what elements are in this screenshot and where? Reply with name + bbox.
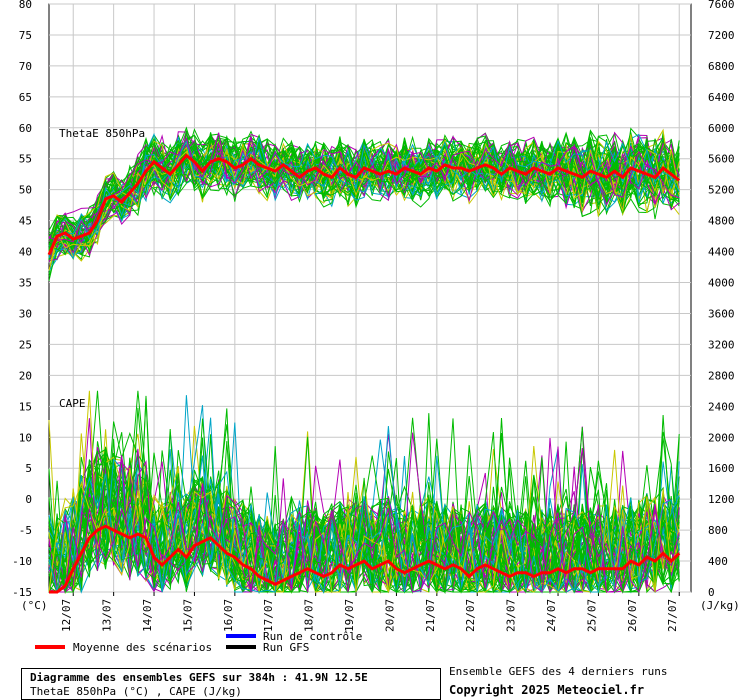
x-tick-label: 25/07: [585, 599, 598, 632]
right-tick-label: 400: [708, 555, 728, 568]
left-tick-label: 60: [19, 122, 32, 135]
left-tick-label: 45: [19, 215, 32, 228]
x-tick-label: 21/07: [424, 599, 437, 632]
x-tick-label: 15/07: [181, 599, 194, 632]
left-tick-label: 80: [19, 0, 32, 11]
panel-label-thetae: ThetaE 850hPa: [59, 127, 145, 140]
x-tick-label: 18/07: [303, 599, 316, 632]
right-tick-label: 0: [708, 586, 715, 599]
mean-line-cape: [49, 524, 681, 594]
left-tick-label: 25: [19, 338, 32, 351]
member-line-thetae: [48, 147, 680, 271]
right-tick-label: 1200: [708, 493, 735, 506]
x-tick-label: 13/07: [101, 599, 114, 632]
x-tick-label: 23/07: [505, 599, 518, 632]
member-line-thetae: [48, 144, 680, 271]
member-line-cape: [49, 463, 680, 593]
right-tick-label: 4800: [708, 215, 735, 228]
copyright: Copyright 2025 Meteociel.fr: [449, 683, 645, 697]
x-tick-label: 27/07: [666, 599, 679, 632]
member-line-thetae: [48, 137, 680, 259]
right-tick-label: 2800: [708, 369, 735, 382]
x-tick-label: 22/07: [464, 599, 477, 632]
right-tick-label: 4000: [708, 277, 735, 290]
member-line-cape: [48, 418, 680, 594]
left-tick-label: 15: [19, 400, 32, 413]
right-tick-label: 7600: [708, 0, 735, 11]
left-tick-label: 5: [25, 462, 32, 475]
member-line-cape: [48, 481, 680, 593]
legend-swatch-mean: [35, 645, 65, 649]
left-tick-label: 10: [19, 431, 32, 444]
left-tick-label: 75: [19, 29, 32, 42]
right-axis-unit: (J/kg): [700, 599, 740, 612]
mean-lines: [47, 153, 681, 594]
left-tick-label: 55: [19, 153, 32, 166]
member-line-cape: [48, 407, 680, 594]
right-tick-label: 2000: [708, 431, 735, 444]
x-tick-label: 19/07: [343, 599, 356, 632]
x-tick-label: 16/07: [222, 599, 235, 632]
member-line-thetae: [48, 145, 680, 262]
x-tick-label: 12/07: [60, 599, 73, 632]
chart-title: Diagramme des ensembles GEFS sur 384h : …: [30, 671, 368, 684]
mean-line-thetae: [47, 153, 681, 256]
x-tick-label: 20/07: [383, 599, 396, 632]
right-axis: 7600720068006400600056005200480044004000…: [708, 0, 735, 599]
left-tick-label: -10: [12, 555, 32, 568]
x-tick-label: 17/07: [262, 599, 275, 632]
info-box: Diagramme des ensembles GEFS sur 384h : …: [21, 668, 441, 700]
ensemble-note: Ensemble GEFS des 4 derniers runs: [449, 665, 668, 678]
ensemble-members: [48, 126, 680, 594]
left-tick-label: 50: [19, 184, 32, 197]
left-tick-label: 0: [25, 493, 32, 506]
right-tick-label: 4400: [708, 246, 735, 259]
right-tick-label: 7200: [708, 29, 735, 42]
legend-label-control: Run de contrôle: [263, 630, 363, 643]
x-tick-label: 24/07: [545, 599, 558, 632]
legend-label-mean: Moyenne des scénarios: [73, 641, 213, 654]
right-tick-label: 1600: [708, 462, 735, 475]
chart-subtitle: ThetaE 850hPa (°C) , CAPE (J/kg): [30, 685, 242, 698]
legend-swatch-gfs: [226, 645, 256, 649]
member-line-cape: [48, 464, 680, 593]
member-line-thetae: [48, 137, 680, 252]
panel-label-cape: CAPE: [59, 397, 86, 410]
left-tick-label: -5: [19, 524, 32, 537]
right-tick-label: 5600: [708, 153, 735, 166]
right-tick-label: 2400: [708, 400, 735, 413]
member-line-cape: [49, 483, 680, 594]
member-line-cape: [48, 477, 680, 594]
right-tick-label: 3600: [708, 307, 735, 320]
right-tick-label: 6400: [708, 91, 735, 104]
right-tick-label: 5200: [708, 184, 735, 197]
right-tick-label: 3200: [708, 338, 735, 351]
x-axis: 12/07 13/07 14/07 15/07 16/07 17/07 18/07 19/07…: [60, 599, 679, 632]
left-tick-label: 40: [19, 246, 32, 259]
x-tick-label: 26/07: [626, 599, 639, 632]
left-tick-label: 70: [19, 60, 32, 73]
left-axis-unit: (°C): [21, 599, 48, 612]
right-tick-label: 800: [708, 524, 728, 537]
left-tick-label: 65: [19, 91, 32, 104]
left-tick-label: -15: [12, 586, 32, 599]
left-tick-label: 30: [19, 307, 32, 320]
x-tick-label: 14/07: [141, 599, 154, 632]
left-tick-label: 35: [19, 277, 32, 290]
right-tick-label: 6000: [708, 122, 735, 135]
right-tick-label: 6800: [708, 60, 735, 73]
legend-label-gfs: Run GFS: [263, 641, 310, 654]
member-line-cape: [48, 425, 680, 594]
legend-swatch-control: [226, 634, 256, 638]
left-tick-label: 20: [19, 369, 32, 382]
